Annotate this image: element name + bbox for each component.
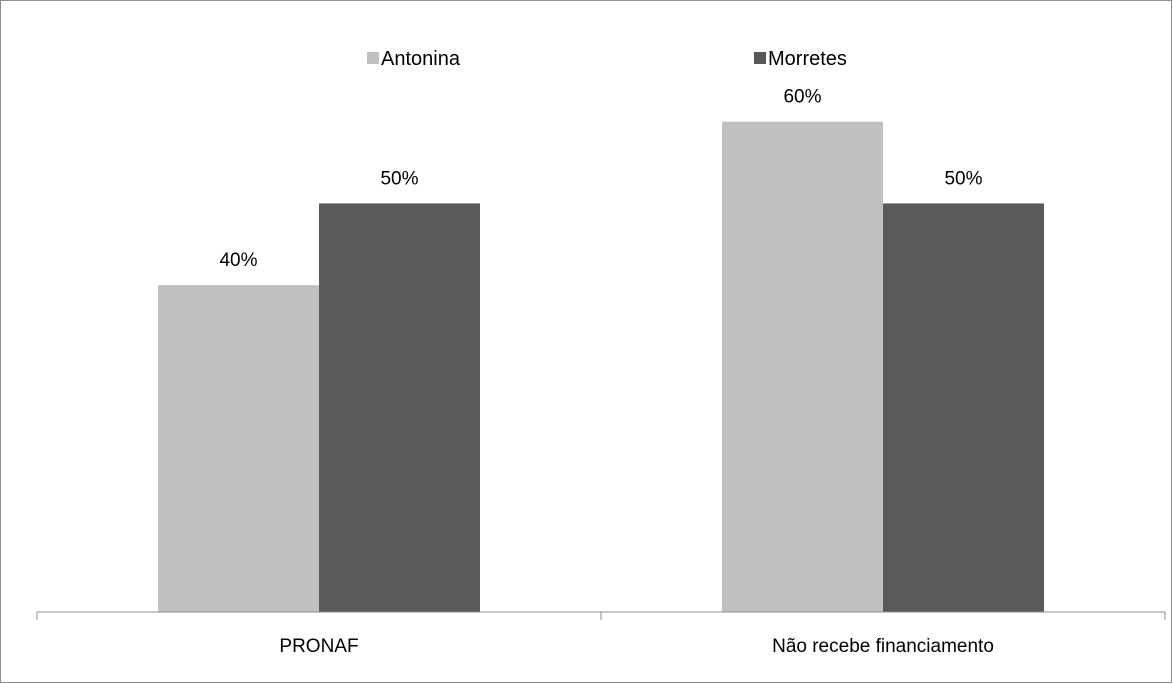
bar-morretes-0 bbox=[319, 203, 480, 612]
legend-label-morretes: Morretes bbox=[768, 48, 847, 70]
legend-swatch-morretes bbox=[754, 52, 766, 64]
x-tick-label-1: Não recebe financiamento bbox=[772, 636, 994, 657]
bar-antonina-1 bbox=[722, 121, 883, 612]
data-labels-layer: 40% 50% 60% 50% bbox=[219, 87, 982, 271]
legend-swatch-antonina bbox=[367, 52, 379, 64]
data-label-morretes-1: 50% bbox=[944, 168, 982, 189]
bars-layer bbox=[158, 121, 1044, 612]
data-label-antonina-1: 60% bbox=[783, 87, 821, 108]
data-label-morretes-0: 50% bbox=[380, 168, 418, 189]
bar-antonina-0 bbox=[158, 285, 319, 612]
legend: Antonina Morretes bbox=[367, 48, 847, 70]
bar-morretes-1 bbox=[883, 203, 1044, 612]
data-label-antonina-0: 40% bbox=[219, 250, 257, 271]
legend-label-antonina: Antonina bbox=[381, 48, 461, 70]
x-tick-label-0: PRONAF bbox=[279, 636, 358, 657]
x-axis: PRONAF Não recebe financiamento bbox=[36, 611, 1166, 657]
